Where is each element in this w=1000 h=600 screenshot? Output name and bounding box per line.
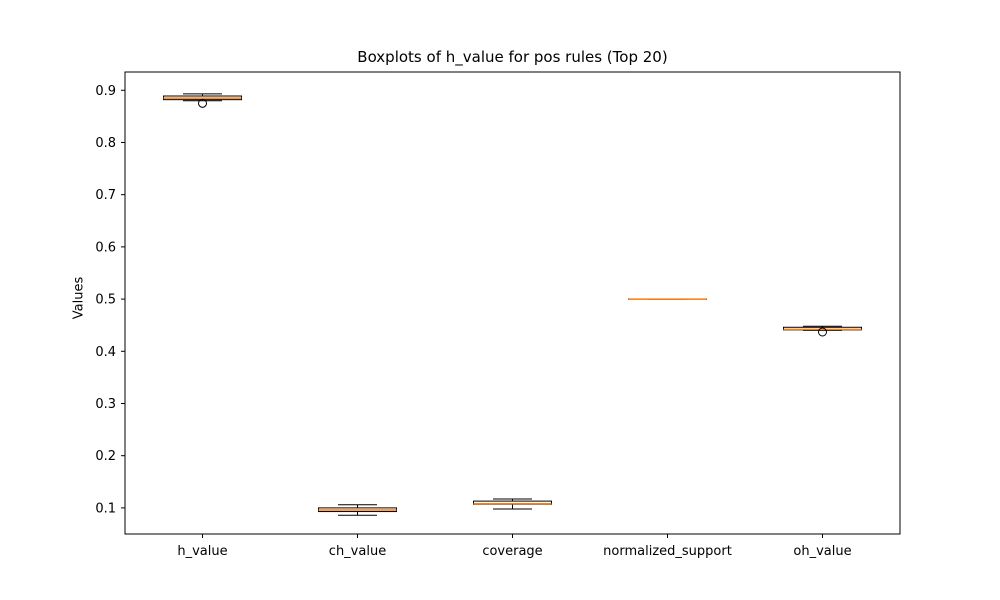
plot-area: 0.1 0.2 0.3 0.4 0.5 0.6 0.7 0.8 0.9 h_value ch_val… [95, 71, 901, 559]
axes-frame [124, 71, 901, 535]
y-tick-label: 0.7 [95, 188, 116, 203]
y-tick-label: 0.3 [95, 397, 116, 412]
x-tick-label: oh_value [793, 544, 851, 559]
y-tick-label: 0.2 [95, 449, 116, 464]
y-tick-label: 0.6 [95, 240, 116, 255]
x-tick-label: ch_value [329, 544, 386, 559]
y-tick-label: 0.5 [95, 293, 116, 308]
flier-point [818, 327, 827, 337]
x-tick-label: normalized_support [603, 544, 732, 559]
x-tick-label: h_value [177, 544, 227, 559]
y-tick-label: 0.9 [95, 84, 116, 99]
chart-title: Boxplots of h_value for pos rules (Top 2… [357, 48, 668, 66]
flier-point [198, 98, 207, 108]
y-tick-label: 0.8 [95, 136, 116, 151]
y-tick-label: 0.1 [95, 501, 116, 516]
x-tick-label: coverage [482, 544, 542, 559]
y-tick-label: 0.4 [95, 345, 116, 360]
